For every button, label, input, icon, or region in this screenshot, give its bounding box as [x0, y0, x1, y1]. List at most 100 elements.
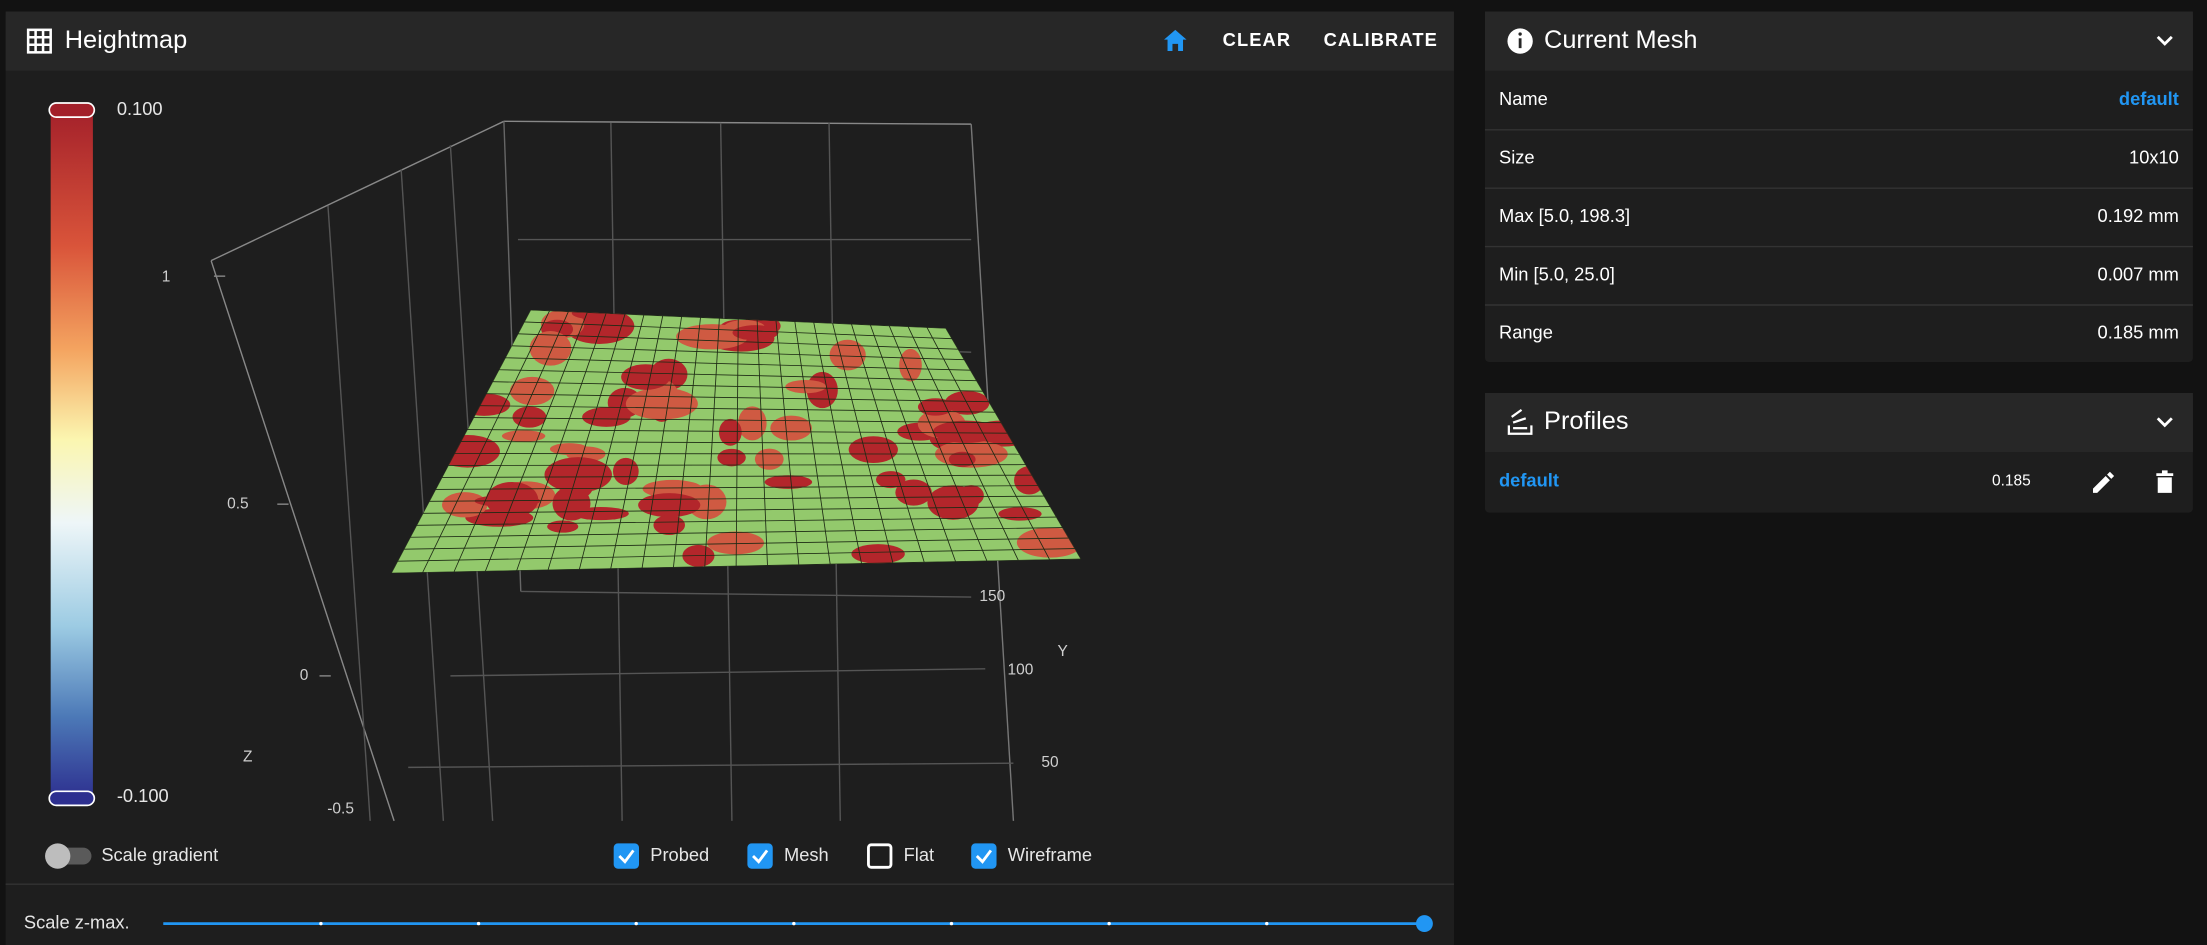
heightmap-card: Heightmap CLEAR CALIBRATE 0.100 -0.100 1…	[5, 11, 1454, 945]
plot-3d	[210, 120, 1081, 822]
axis-grid-line	[408, 762, 1014, 769]
card	[1484, 11, 2193, 363]
collapse-button[interactable]	[2156, 35, 2173, 46]
wireframe-line	[794, 321, 831, 565]
edit-button[interactable]	[2092, 471, 2115, 493]
slider-tick	[476, 921, 481, 926]
option-label: Probed	[650, 844, 709, 865]
row-label: Range	[1499, 322, 1553, 343]
colorbar-max-label: 0.100	[117, 98, 163, 119]
wireframe-line	[813, 322, 862, 564]
slider-tick	[1107, 921, 1111, 926]
height-patch	[512, 406, 547, 428]
height-patch	[927, 485, 979, 520]
checkmark[interactable]	[618, 849, 635, 864]
slider-ticks	[319, 921, 1269, 926]
slider-tick	[792, 921, 796, 926]
row-label: Min [5.0, 25.0]	[1499, 263, 1615, 284]
option-label: Flat	[904, 844, 934, 865]
grid-icon	[26, 28, 52, 54]
calibrate-button[interactable]: CALIBRATE	[1324, 29, 1438, 50]
y-tick-label: 50	[1041, 754, 1058, 771]
scale-z-max-label: Scale z-max.	[24, 911, 130, 932]
wireframe-line	[454, 453, 1020, 455]
profiles-card: Profiles default 0.185	[1484, 392, 2193, 513]
toggle-knob[interactable]	[45, 843, 71, 869]
wireframe-line	[926, 327, 1051, 560]
height-patch	[707, 531, 764, 555]
wireframe-line	[435, 485, 1038, 490]
height-patch	[529, 331, 572, 366]
axis-grid-line	[327, 205, 371, 821]
card-header	[1484, 11, 2193, 71]
z-tick-label: -0.5	[327, 801, 354, 818]
height-patch	[612, 457, 639, 486]
height-patch	[441, 492, 488, 518]
delete-button[interactable]	[2156, 470, 2174, 493]
axis-grid-line	[400, 169, 445, 821]
wireframe-line	[907, 326, 1019, 561]
height-patch	[509, 376, 555, 406]
home-button[interactable]	[1164, 29, 1187, 51]
z-tick-label: 1	[162, 269, 171, 286]
profiles-icon	[1507, 408, 1533, 435]
checkbox[interactable]	[747, 843, 773, 869]
height-patch	[848, 436, 898, 463]
height-patch	[718, 418, 742, 446]
mesh-surface	[391, 309, 1081, 574]
profile-name[interactable]: default	[1499, 469, 1559, 490]
row-value: 0.192 mm	[2098, 205, 2179, 226]
height-patch	[895, 479, 932, 506]
slider-thumb[interactable]	[1415, 915, 1433, 933]
colorbar	[50, 107, 93, 800]
wireframe-line	[391, 558, 1081, 574]
wireframe-line	[851, 323, 925, 563]
options: Probed Mesh Flat Wireframe	[613, 843, 1092, 869]
card-title: Heightmap	[65, 26, 188, 54]
wireframe-line	[888, 325, 988, 562]
z-axis-label: Z	[243, 749, 252, 766]
wireframe-line	[422, 506, 1051, 514]
row-value[interactable]: default	[2119, 88, 2179, 109]
height-patch	[785, 379, 827, 394]
checkmark[interactable]	[975, 849, 993, 864]
wireframe-line	[832, 323, 894, 564]
row-label: Size	[1499, 146, 1535, 167]
height-patch	[754, 448, 784, 470]
colorbar-max-handle[interactable]	[48, 102, 96, 118]
colorbar-min-handle[interactable]	[48, 790, 96, 807]
wireframe-line	[416, 516, 1057, 526]
height-patch	[998, 507, 1042, 521]
height-patch	[544, 457, 612, 493]
option-label: Wireframe	[1008, 844, 1092, 865]
height-patch	[764, 475, 813, 489]
checkbox[interactable]	[971, 843, 997, 869]
height-patch	[732, 325, 779, 341]
wireframe-line	[397, 548, 1075, 562]
checkmark[interactable]	[752, 849, 769, 864]
height-patch	[932, 420, 1000, 444]
clear-button[interactable]: CLEAR	[1223, 29, 1292, 50]
axis-grid-line	[503, 120, 972, 125]
checkbox[interactable]	[867, 843, 893, 869]
z-tick-label: 0	[300, 667, 309, 684]
y-tick-label: 150	[979, 588, 1005, 605]
wireframe-line	[410, 527, 1063, 538]
height-patch	[621, 364, 671, 390]
slider-tick	[949, 921, 954, 926]
axis-grid-line	[210, 120, 505, 262]
collapse-button[interactable]	[2156, 417, 2173, 428]
info-icon-dot	[1518, 32, 1522, 36]
current-mesh-card: Current Mesh Name default Size 10x10 Max [5.…	[1484, 11, 2193, 363]
height-patch	[625, 387, 698, 420]
wireframe-line	[403, 537, 1069, 550]
checkbox[interactable]	[613, 843, 640, 869]
row-value: 0.007 mm	[2098, 263, 2179, 284]
height-patch	[653, 515, 686, 536]
profile-range: 0.185	[1992, 473, 2031, 490]
scale-gradient-label: Scale gradient	[101, 844, 218, 865]
axis-grid-line	[520, 590, 972, 598]
slider-tick	[319, 921, 323, 926]
wireframe-line	[756, 319, 768, 566]
